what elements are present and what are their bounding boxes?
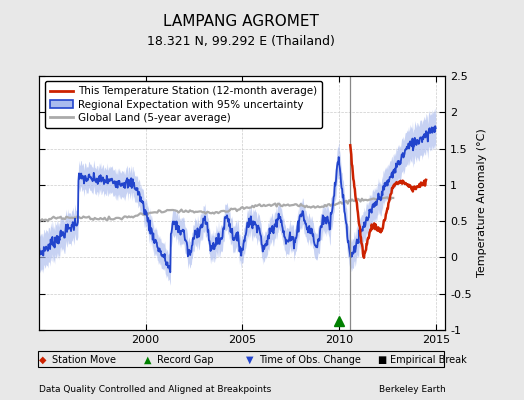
Text: Record Gap: Record Gap — [157, 355, 214, 365]
Text: LAMPANG AGROMET: LAMPANG AGROMET — [163, 14, 319, 30]
Text: 18.321 N, 99.292 E (Thailand): 18.321 N, 99.292 E (Thailand) — [147, 36, 335, 48]
Text: ◆: ◆ — [39, 355, 47, 365]
Text: ▲: ▲ — [144, 355, 151, 365]
Text: Time of Obs. Change: Time of Obs. Change — [259, 355, 361, 365]
Text: Berkeley Earth: Berkeley Earth — [379, 386, 445, 394]
Y-axis label: Temperature Anomaly (°C): Temperature Anomaly (°C) — [477, 129, 487, 277]
Text: Data Quality Controlled and Aligned at Breakpoints: Data Quality Controlled and Aligned at B… — [39, 386, 271, 394]
Text: ■: ■ — [377, 355, 387, 365]
Text: ▼: ▼ — [246, 355, 254, 365]
Text: Station Move: Station Move — [52, 355, 116, 365]
Text: Empirical Break: Empirical Break — [390, 355, 467, 365]
Legend: This Temperature Station (12-month average), Regional Expectation with 95% uncer: This Temperature Station (12-month avera… — [45, 81, 322, 128]
